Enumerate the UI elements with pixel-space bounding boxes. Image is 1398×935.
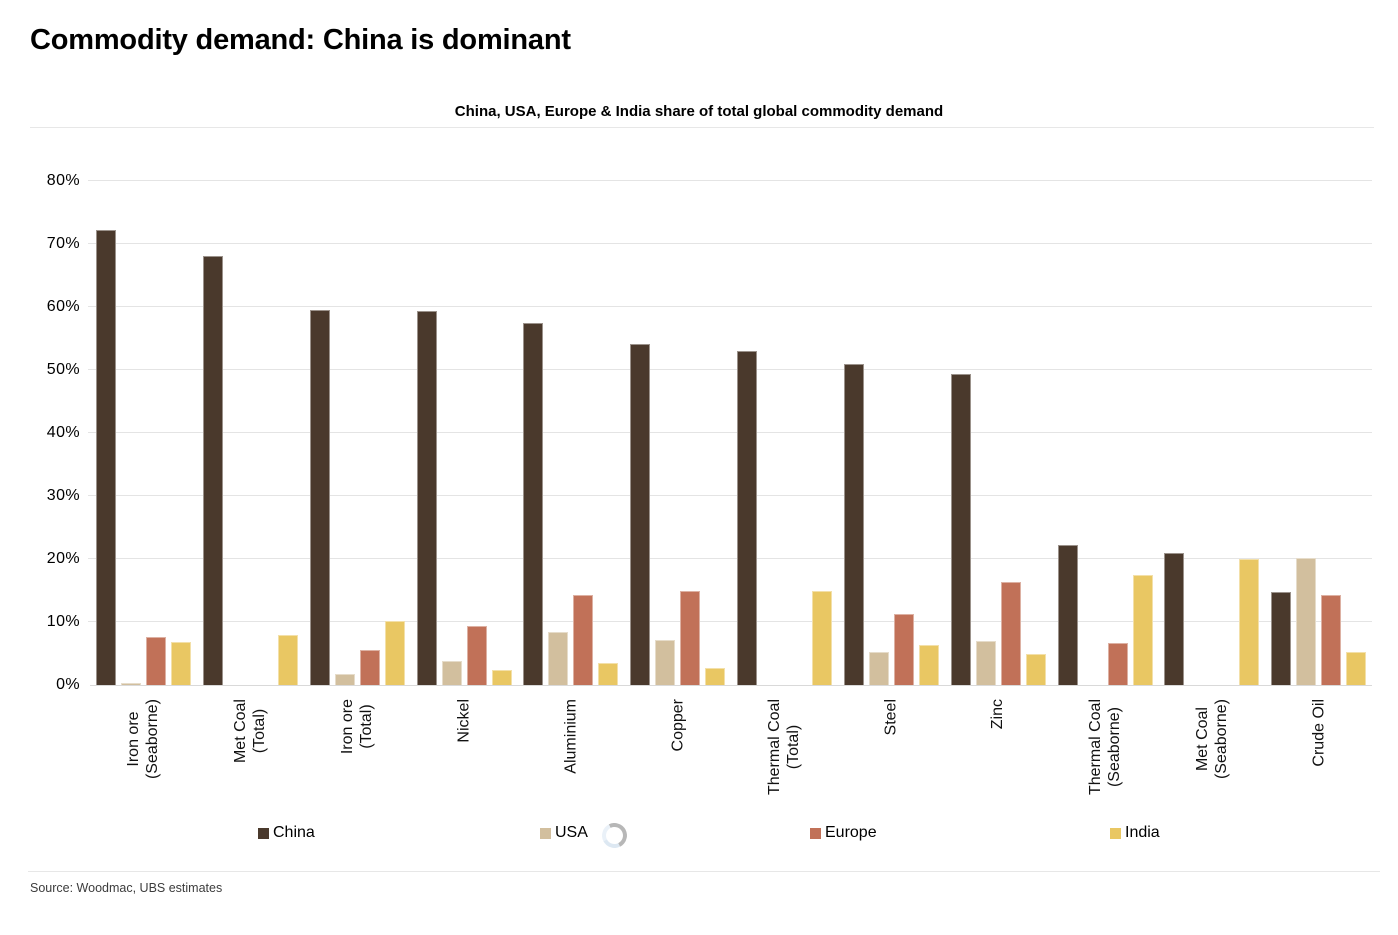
x-axis-label-met-coal-total: Met Coal (Total)	[232, 699, 269, 764]
x-axis-label-zinc: Zinc	[989, 699, 1007, 730]
bar-china-met-coal-seaborne	[1164, 552, 1185, 685]
gridline-80	[88, 180, 1372, 181]
chart-title: China, USA, Europe & India share of tota…	[454, 103, 944, 120]
x-axis-label-crude-oil: Crude Oil	[1310, 699, 1328, 767]
bar-india-thermal-coal-total	[812, 590, 832, 685]
x-axis-label-nickel: Nickel	[455, 699, 473, 743]
source-note: Source: Woodmac, UBS estimates	[30, 881, 223, 895]
gridline-10	[88, 621, 1372, 622]
legend-item-india: India	[1110, 824, 1160, 842]
loading-spinner-icon	[598, 819, 631, 852]
x-axis-label-thermal-coal-seaborne: Thermal Coal (Seaborne)	[1086, 699, 1123, 796]
bar-china-iron-ore-seaborne	[96, 229, 116, 685]
y-axis-label-50: 50%	[46, 361, 80, 378]
gridline-70	[88, 243, 1372, 244]
y-axis-label-0: 0%	[56, 676, 80, 693]
gridline-40	[88, 432, 1372, 433]
x-axis-label-thermal-coal-total: Thermal Coal (Total)	[766, 699, 803, 796]
x-axis-label-iron-ore-seaborne: Iron ore (Seaborne)	[125, 699, 162, 780]
bar-china-aluminium	[523, 322, 544, 685]
bar-usa-iron-ore-total	[334, 673, 355, 685]
y-axis-label-10: 10%	[46, 613, 80, 630]
bar-europe-aluminium	[573, 594, 594, 685]
legend-marker-china	[258, 827, 269, 839]
bar-europe-copper	[680, 591, 701, 685]
bar-china-zinc	[950, 373, 971, 685]
y-axis-label-30: 30%	[46, 487, 80, 504]
bar-usa-steel	[868, 651, 889, 685]
bar-europe-iron-ore-total	[359, 650, 380, 685]
legend-label-china: China	[273, 824, 315, 841]
legend-label-europe: Europe	[825, 824, 877, 841]
bar-china-steel	[843, 363, 864, 685]
gridline-60	[88, 306, 1372, 307]
legend-item-usa: USA	[540, 824, 588, 842]
x-axis-label-copper: Copper	[669, 699, 687, 752]
bar-europe-crude-oil	[1321, 594, 1342, 685]
x-axis-label-aluminium: Aluminium	[562, 699, 580, 774]
bar-usa-copper	[655, 640, 676, 685]
bar-india-copper	[705, 668, 726, 685]
y-axis-label-60: 60%	[46, 298, 80, 315]
bar-china-thermal-coal-total	[737, 351, 757, 685]
bar-europe-nickel	[466, 626, 487, 685]
bar-europe-zinc	[1000, 581, 1021, 685]
x-axis-label-iron-ore-total: Iron ore (Total)	[339, 699, 376, 755]
bar-china-nickel	[416, 311, 437, 685]
legend-item-europe: Europe	[810, 824, 877, 842]
bar-europe-thermal-coal-seaborne	[1107, 642, 1128, 685]
bar-usa-aluminium	[548, 632, 569, 685]
bar-india-crude-oil	[1346, 651, 1367, 685]
chart-plot-area: 0% 10% 20% 30% 40% 50% 60% 70% 80% Iron ore (Sea…	[47, 172, 1372, 795]
bar-india-zinc	[1025, 654, 1046, 685]
x-axis-label-met-coal-seaborne: Met Coal (Seaborne)	[1193, 699, 1230, 780]
legend-item-china: China	[258, 824, 315, 842]
bar-china-crude-oil	[1271, 591, 1292, 685]
bottom-divider	[28, 871, 1380, 872]
legend-marker-europe	[810, 827, 821, 839]
legend-label-india: India	[1125, 824, 1160, 841]
legend-marker-india	[1110, 827, 1121, 839]
legend-label-usa: USA	[555, 824, 588, 841]
bar-india-iron-ore-seaborne	[171, 641, 191, 685]
bar-china-copper	[630, 344, 651, 685]
bar-usa-crude-oil	[1296, 557, 1317, 685]
bar-usa-iron-ore-seaborne	[121, 683, 141, 685]
bar-china-met-coal-total	[202, 255, 223, 685]
bar-china-iron-ore-total	[309, 310, 330, 685]
bar-india-iron-ore-total	[384, 620, 405, 685]
gridline-30	[88, 495, 1372, 496]
chart-legend: China USA Europe India	[0, 819, 1398, 852]
legend-marker-usa	[540, 827, 551, 839]
y-axis-label-70: 70%	[46, 235, 80, 252]
bar-europe-steel	[893, 614, 914, 685]
top-divider	[30, 127, 1374, 128]
bar-india-aluminium	[598, 662, 619, 685]
bar-india-thermal-coal-seaborne	[1132, 574, 1153, 685]
bar-usa-nickel	[441, 661, 462, 685]
bar-india-met-coal-seaborne	[1239, 559, 1260, 685]
bar-india-nickel	[491, 669, 512, 685]
y-axis-label-40: 40%	[46, 424, 80, 441]
bar-europe-iron-ore-seaborne	[146, 636, 166, 685]
bar-india-met-coal-total	[277, 634, 298, 685]
bar-usa-zinc	[975, 640, 996, 685]
gridline-20	[88, 558, 1372, 559]
bar-china-thermal-coal-seaborne	[1057, 544, 1078, 685]
y-axis-label-20: 20%	[46, 550, 80, 567]
page-title: Commodity demand: China is dominant	[30, 24, 571, 56]
bar-india-steel	[918, 645, 939, 685]
y-axis-label-80: 80%	[46, 172, 80, 189]
x-axis-label-steel: Steel	[882, 699, 900, 736]
gridline-50	[88, 369, 1372, 370]
